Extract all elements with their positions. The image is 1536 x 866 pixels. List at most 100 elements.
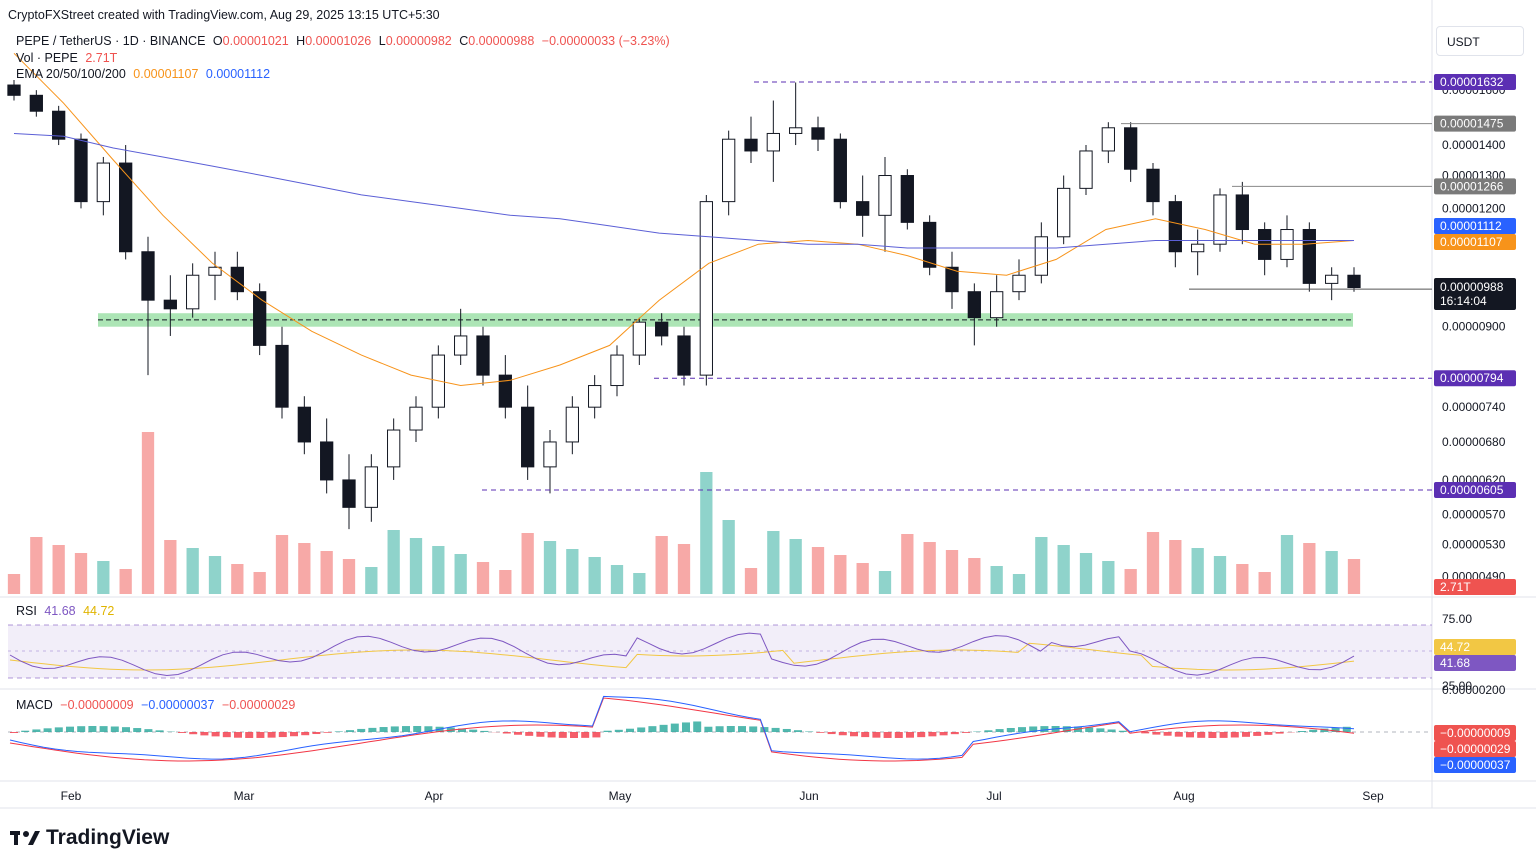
candle [364, 454, 378, 522]
volume-bar [1035, 537, 1048, 594]
volume-bar [387, 530, 400, 594]
macd-hist-bar [1062, 726, 1071, 732]
volume-bar [1325, 551, 1338, 594]
candle [342, 454, 356, 530]
volume-bar [990, 566, 1003, 594]
volume-bar [543, 541, 557, 594]
macd-hist-bar [278, 732, 287, 738]
candle-body-down [230, 266, 244, 293]
volume-bar [722, 520, 735, 594]
close-label: C [459, 34, 469, 48]
volume-bar [365, 567, 378, 594]
macd-hist-bar [1230, 732, 1239, 738]
x-tick-label: Feb [61, 789, 82, 803]
candle [543, 430, 557, 494]
candle [521, 385, 535, 480]
volume-bar [97, 561, 110, 594]
macd-hist-bar [133, 728, 142, 732]
candle-body-up [1057, 187, 1071, 238]
macd-hist-bar [872, 732, 881, 738]
symbol-label: PEPE / TetherUS · 1D · BINANCE [16, 34, 206, 48]
rsi-value: 41.68 [44, 604, 76, 618]
x-tick-label: Jun [799, 789, 818, 803]
volume-bar [52, 545, 65, 594]
y-tick-label: 0.00001200 [1442, 201, 1506, 215]
candle [878, 156, 892, 252]
macd-hist-bar [726, 726, 735, 732]
candle [900, 169, 914, 230]
macd-hist-bar [861, 732, 870, 738]
y-tick-label: 0.00000740 [1442, 400, 1506, 414]
candle [1057, 175, 1071, 245]
volume-bar [30, 537, 43, 594]
candle-body-up [766, 132, 780, 152]
candle-body-down [476, 335, 490, 376]
macd-hist-bar [558, 732, 567, 738]
candle [1325, 267, 1339, 301]
price-level-tag: 0.00000605 [1440, 483, 1504, 497]
macd-hist-bar [704, 726, 713, 732]
macd-hist-bar [1298, 731, 1306, 732]
candle-body-down [52, 110, 66, 140]
candle-body-down [141, 251, 155, 301]
macd-tag-bg [1434, 725, 1516, 741]
macd-hist-bar [1040, 726, 1049, 732]
candle-body-up [1079, 150, 1093, 189]
price-level-tag: 0.00000794 [1440, 371, 1504, 385]
candle-body-up [565, 406, 579, 443]
candle [722, 130, 736, 216]
volume-bar [923, 542, 936, 594]
macd-hist-bar [99, 726, 108, 732]
macd-tick-label: 0.00000200 [1442, 683, 1506, 697]
candle [1124, 122, 1138, 182]
volume-bar [811, 547, 825, 594]
candle-body-up [364, 466, 378, 508]
macd-hist-bar [838, 732, 847, 736]
macd-hist-bar [592, 732, 601, 738]
volume-bar [432, 546, 445, 594]
volume-value: 2.71T [85, 51, 118, 65]
macd-hist-bar [1096, 728, 1105, 732]
macd-hist-bar [379, 727, 388, 732]
candle-body-up [186, 274, 200, 310]
candle-body-up [722, 138, 736, 203]
candle [565, 396, 579, 455]
volume-bar [186, 548, 199, 594]
high-label: H [296, 34, 306, 48]
volume-bar [1213, 556, 1227, 594]
rsi-tick-label: 25.00 [1442, 679, 1472, 693]
currency-button[interactable]: USDT [1436, 26, 1524, 56]
macd-value: −0.00000009 [60, 698, 134, 712]
volume-legend: Vol · PEPE 2.71T [16, 51, 121, 65]
macd-hist-bar [581, 732, 590, 738]
ema-blue-tag: 0.00001112 [1440, 219, 1502, 233]
candle [74, 133, 88, 209]
candle-body-up [1012, 274, 1026, 293]
candle-body-down [342, 479, 356, 508]
macd-signal-value: −0.00000037 [141, 698, 215, 712]
candle [1235, 181, 1249, 245]
macd-hist-bar [334, 731, 343, 732]
candle [96, 156, 110, 216]
macd-hist-bar [614, 729, 623, 732]
macd-hist-bar [1006, 727, 1015, 732]
macd-legend: MACD −0.00000009 −0.00000037 −0.00000029 [16, 698, 299, 712]
candle-body-up [96, 162, 110, 203]
macd-hist-bar [1253, 732, 1262, 736]
candle-body-down [119, 162, 133, 253]
volume-tag-bg [1434, 579, 1516, 595]
macd-hist-bar [1320, 728, 1329, 732]
candle [52, 105, 66, 146]
price-level-tag: 0.00001266 [1440, 179, 1504, 193]
volume-bar [275, 535, 289, 594]
candle [208, 251, 222, 301]
volume-bar [409, 538, 423, 594]
candle-body-up [990, 291, 1004, 319]
macd-hist-bar [984, 730, 993, 732]
candle-body-up [1191, 243, 1205, 253]
candle [856, 175, 870, 237]
macd-hist-bar [66, 726, 74, 732]
macd-hist-bar [950, 732, 959, 735]
candle-body-down [967, 291, 981, 319]
